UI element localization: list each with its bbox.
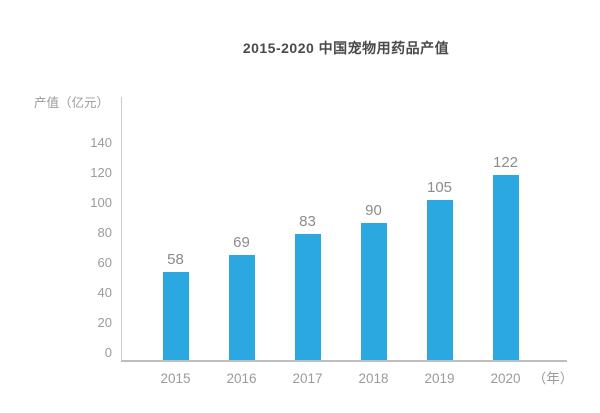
y-axis-tick-label: 60 [97, 255, 112, 270]
bar [162, 272, 189, 360]
bar [228, 255, 255, 360]
bar [426, 200, 453, 360]
y-axis-tick-label: 140 [90, 135, 112, 150]
x-axis-tick-label: 2018 [358, 371, 389, 386]
x-axis-tick-label: 2017 [292, 371, 323, 386]
bar-value-label: 58 [167, 251, 184, 268]
x-axis-tick-label: 2019 [424, 371, 455, 386]
bar-value-label: 105 [426, 179, 453, 196]
bar-value-label: 122 [492, 154, 519, 171]
x-axis-tick-label: 2020 [490, 371, 521, 386]
bar [294, 234, 321, 360]
bar-value-label: 83 [299, 213, 316, 230]
y-axis-title: 产值（亿元） [34, 96, 110, 110]
y-axis-tick-label: 40 [97, 285, 112, 300]
x-axis-line [121, 360, 567, 362]
x-axis-tick-label: 2015 [160, 371, 191, 386]
y-axis-tick-label: 100 [90, 195, 112, 210]
y-axis-tick-label: 80 [97, 225, 112, 240]
x-axis-tick-label: 2016 [226, 371, 257, 386]
y-axis-tick-label: 0 [104, 345, 112, 360]
chart-title: 2015-2020 中国宠物用药品产值 [242, 40, 450, 56]
y-axis-tick-label: 120 [90, 165, 112, 180]
bar-value-label: 69 [233, 234, 250, 251]
bar-value-label: 90 [365, 202, 382, 219]
bar [492, 175, 519, 360]
bar [360, 223, 387, 360]
y-axis-tick-label: 20 [97, 315, 112, 330]
y-axis-line [121, 97, 122, 361]
x-axis-unit-label: （年） [532, 371, 574, 386]
